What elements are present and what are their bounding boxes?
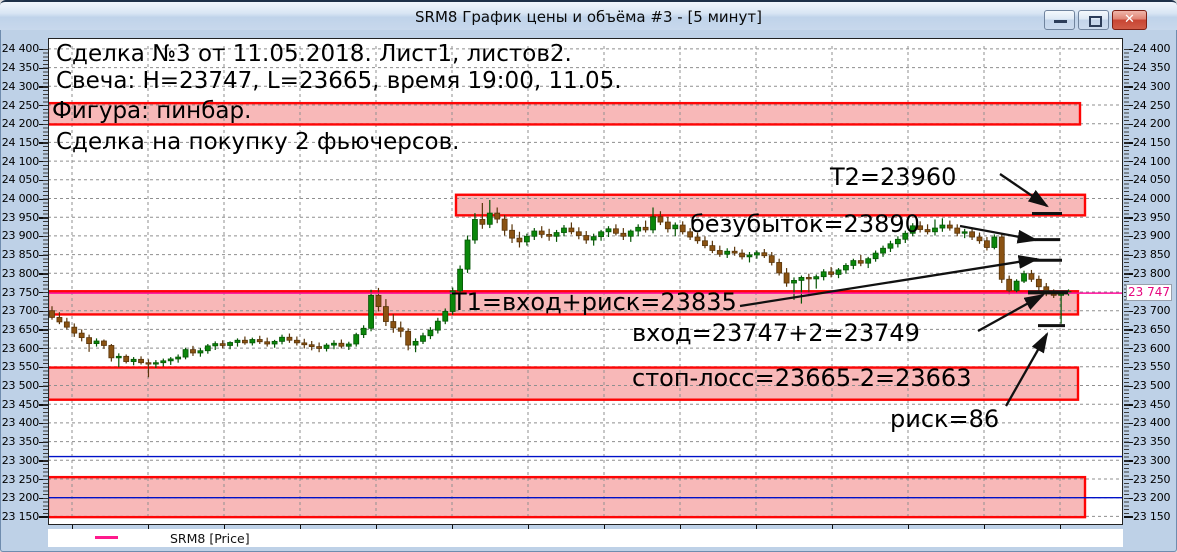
y-axis-label-right: 23 300	[1133, 453, 1171, 467]
candlestick-chart	[46, 38, 1123, 525]
series-legend-label: SRM8 [Price]	[170, 531, 250, 546]
breakeven-arrow	[959, 224, 1039, 244]
y-axis-label-left: 23 200	[1, 491, 39, 505]
y-axis-label-right: 23 150	[1133, 509, 1171, 523]
y-axis-label-left: 23 500	[1, 379, 39, 392]
legend-strip: SRM8 [Price]	[48, 529, 1123, 547]
y-axis-label-left: 23 400	[1, 416, 39, 430]
risk-arrow	[1005, 332, 1049, 407]
y-axis-label-right: 23 350	[1133, 435, 1171, 449]
y-axis-label-right: 23 650	[1133, 322, 1171, 336]
y-axis-label-right: 23 550	[1133, 360, 1171, 374]
y-axis-label-left: 23 900	[1, 229, 39, 243]
zone-resistance-24200	[48, 103, 1080, 125]
y-axis-label-left: 23 250	[1, 472, 39, 486]
title-bar[interactable]: SRM8 График цены и объёма #3 - [5 минут]…	[0, 0, 1177, 30]
y-axis-label-left: 23 850	[1, 248, 39, 262]
entry-arrow	[977, 293, 1046, 333]
axis-tick	[39, 516, 48, 518]
y-axis-label-left: 23 300	[1, 453, 39, 467]
y-axis-label-right: 24 050	[1133, 173, 1171, 187]
y-axis-label-right: 23 700	[1133, 304, 1171, 318]
y-axis-label-left: 24 000	[1, 192, 39, 205]
y-axis-label-right: 23 950	[1133, 210, 1171, 224]
y-axis-label-left: 23 150	[1, 509, 39, 523]
x-axis-tick	[832, 525, 834, 530]
minor-ticks-right	[1124, 48, 1129, 517]
y-axis-label-left: 24 150	[1, 135, 39, 149]
y-axis-label-left: 23 650	[1, 322, 39, 336]
y-axis-label-left: 23 800	[1, 266, 39, 280]
x-axis-tick	[984, 525, 986, 530]
y-axis-label-right: 24 400	[1133, 42, 1171, 56]
y-axis-label-left: 23 700	[1, 304, 39, 318]
maximize-button[interactable]	[1078, 10, 1109, 30]
zone-resistance-23950	[456, 194, 1085, 216]
x-axis-tick	[604, 525, 606, 530]
y-axis-label-left: 24 250	[1, 98, 39, 112]
y-axis-label-left: 23 350	[1, 435, 39, 449]
x-axis-tick	[376, 525, 378, 530]
t1-arrow	[739, 255, 1040, 308]
y-axis-label-right: 23 250	[1133, 472, 1171, 486]
x-axis-tick	[1060, 525, 1062, 530]
t2-arrow	[999, 173, 1049, 208]
zone-support-23500	[48, 367, 1078, 400]
close-icon: ✕	[1124, 12, 1135, 27]
y-axis-label-right: 23 800	[1133, 266, 1171, 280]
x-axis-tick	[148, 525, 150, 530]
y-axis-label-left: 24 350	[1, 61, 39, 75]
y-axis-label-right: 23 450	[1133, 397, 1171, 411]
y-axis-label-right: 24 250	[1133, 98, 1171, 112]
series-color-dash	[95, 536, 118, 539]
x-axis-tick	[72, 525, 74, 530]
x-axis-tick	[224, 525, 226, 530]
y-axis-label-right: 23 200	[1133, 491, 1171, 505]
x-axis-tick	[528, 525, 530, 530]
maximize-icon	[1089, 16, 1102, 27]
y-axis-label-left: 23 600	[1, 341, 39, 355]
x-axis-tick	[452, 525, 454, 530]
y-axis-label-right: 24 350	[1133, 61, 1171, 75]
y-axis-label-right: 23 600	[1133, 341, 1171, 355]
y-axis-label-right: 23 850	[1133, 248, 1171, 262]
zone-entry-zone-23700	[48, 291, 1078, 315]
close-button[interactable]: ✕	[1112, 10, 1147, 30]
y-axis-label-right: 23 400	[1133, 416, 1171, 430]
axis-tick	[1124, 516, 1133, 518]
x-axis-tick	[756, 525, 758, 530]
x-axis-tick	[680, 525, 682, 530]
y-axis-label-right: 23 900	[1133, 229, 1171, 243]
y-axis-label-right: 24 150	[1133, 135, 1171, 149]
y-axis-label-left: 23 750	[1, 285, 39, 299]
y-axis-label-left: 24 100	[1, 154, 39, 168]
y-axis-label-right: 24 100	[1133, 154, 1171, 168]
y-axis-label-right: 24 300	[1133, 79, 1171, 93]
price-chart-canvas[interactable]	[46, 38, 1123, 525]
minimize-icon	[1054, 20, 1067, 23]
y-axis-label-right: 24 200	[1133, 117, 1171, 131]
y-axis-label-right: 24 000	[1133, 192, 1171, 205]
y-axis-label-left: 24 200	[1, 117, 39, 131]
y-axis-label-left: 24 400	[1, 42, 39, 56]
minor-ticks-left	[43, 48, 48, 517]
y-axis-label-left: 23 550	[1, 360, 39, 374]
minimize-button[interactable]	[1044, 10, 1075, 30]
x-axis-tick	[908, 525, 910, 530]
y-axis-label-left: 23 450	[1, 397, 39, 411]
current-price-label: 23 747	[1126, 284, 1172, 301]
y-axis-label-right: 23 500	[1133, 379, 1171, 392]
y-axis-label-left: 24 300	[1, 79, 39, 93]
x-axis-tick	[300, 525, 302, 530]
y-axis-label-left: 24 050	[1, 173, 39, 187]
window-title: SRM8 График цены и объёма #3 - [5 минут]	[415, 8, 762, 26]
y-axis-label-left: 23 950	[1, 210, 39, 224]
